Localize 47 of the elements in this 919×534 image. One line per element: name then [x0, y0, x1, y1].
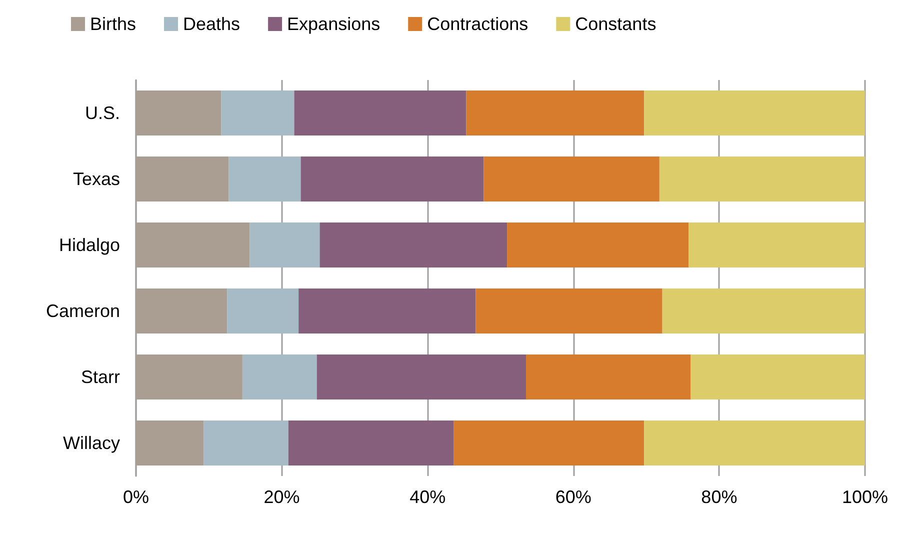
bar: [484, 156, 660, 202]
bar: [644, 420, 865, 466]
bar: [136, 156, 229, 202]
bar: [294, 90, 466, 136]
bar: [688, 222, 865, 268]
bar: [227, 288, 299, 334]
bar: [288, 420, 454, 466]
legend-label: Deaths: [183, 14, 240, 34]
bar: [136, 288, 228, 334]
bar: [136, 90, 222, 136]
bar: [690, 354, 865, 400]
x-tick-label: 20%: [264, 487, 300, 507]
bar: [298, 288, 476, 334]
bar: [136, 222, 250, 268]
bar: [662, 288, 865, 334]
y-tick-label: Willacy: [63, 433, 120, 453]
bar: [320, 222, 508, 268]
y-tick-label: Hidalgo: [58, 235, 120, 255]
bar: [204, 420, 288, 466]
bar: [300, 156, 484, 202]
bar: [454, 420, 644, 466]
bar: [316, 354, 526, 400]
x-tick-label: 40%: [410, 487, 446, 507]
y-tick-label: U.S.: [84, 103, 120, 123]
bar: [466, 90, 644, 136]
bar: [242, 354, 317, 400]
bar: [476, 288, 662, 334]
bar: [659, 156, 865, 202]
bar: [250, 222, 320, 268]
y-tick-label: Texas: [72, 169, 120, 189]
bar: [136, 420, 204, 466]
legend-label: Contractions: [427, 14, 528, 34]
legend-label: Births: [90, 14, 136, 34]
x-tick-label: 0%: [122, 487, 150, 507]
bar: [507, 222, 689, 268]
bar: [228, 156, 301, 202]
y-tick-label: Starr: [80, 367, 120, 387]
bar: [526, 354, 691, 400]
bar: [221, 90, 294, 136]
legend-label: Constants: [575, 14, 656, 34]
x-tick-label: 60%: [555, 487, 592, 507]
bar: [644, 90, 865, 136]
x-tick-label: 100%: [842, 487, 888, 507]
bar: [136, 354, 242, 400]
y-tick-label: Cameron: [46, 301, 120, 321]
x-tick-label: 80%: [701, 487, 738, 507]
legend-label: Expansions: [287, 14, 380, 34]
